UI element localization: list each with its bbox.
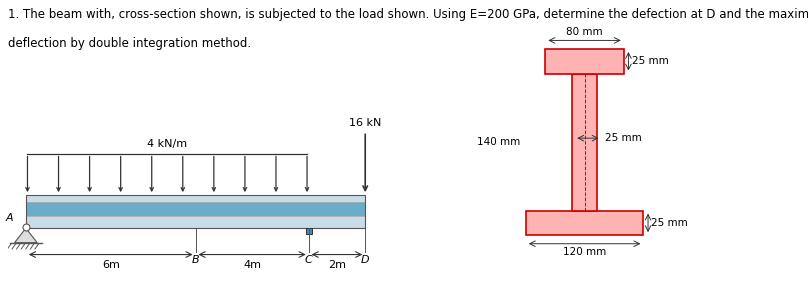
Text: 4m: 4m xyxy=(243,260,261,270)
Text: 16 kN: 16 kN xyxy=(349,118,381,128)
Text: 25 mm: 25 mm xyxy=(604,133,642,143)
Text: 4 kN/m: 4 kN/m xyxy=(147,139,187,149)
Text: 1. The beam with, cross-section shown, is subjected to the load shown. Using E=2: 1. The beam with, cross-section shown, i… xyxy=(8,8,808,21)
Text: 25 mm: 25 mm xyxy=(651,218,688,228)
Bar xyxy=(305,228,312,234)
Text: B: B xyxy=(191,255,200,264)
Text: D: D xyxy=(361,255,369,264)
Text: 80 mm: 80 mm xyxy=(566,27,603,37)
Bar xyxy=(26,195,365,228)
Bar xyxy=(26,202,365,216)
Bar xyxy=(26,195,365,202)
Polygon shape xyxy=(15,228,37,243)
Text: A: A xyxy=(6,213,14,223)
Bar xyxy=(526,211,643,235)
Bar xyxy=(572,74,597,211)
Text: C: C xyxy=(305,255,313,264)
Text: deflection by double integration method.: deflection by double integration method. xyxy=(8,37,251,49)
Text: 120 mm: 120 mm xyxy=(563,247,606,257)
Text: 25 mm: 25 mm xyxy=(632,56,668,66)
Bar xyxy=(545,49,624,74)
Bar xyxy=(26,216,365,228)
Text: 2m: 2m xyxy=(328,260,346,270)
Text: 6m: 6m xyxy=(102,260,120,270)
Text: 140 mm: 140 mm xyxy=(477,137,520,147)
